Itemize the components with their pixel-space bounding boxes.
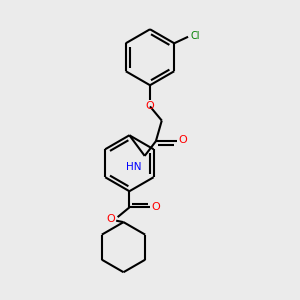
Text: HN: HN xyxy=(126,162,141,172)
Text: O: O xyxy=(106,214,115,224)
Text: Cl: Cl xyxy=(190,31,200,41)
Text: O: O xyxy=(152,202,160,212)
Text: O: O xyxy=(146,101,154,111)
Text: O: O xyxy=(178,135,187,145)
